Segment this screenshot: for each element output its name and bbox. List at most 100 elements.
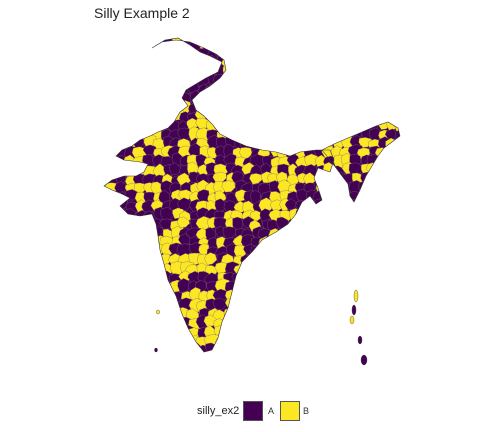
district-polygon — [295, 345, 309, 352]
district-polygon — [295, 108, 310, 120]
district-polygon — [135, 336, 148, 350]
district-polygons — [86, 38, 419, 368]
district-polygon — [386, 354, 400, 366]
district-polygon — [375, 57, 390, 70]
district-polygon — [104, 107, 105, 123]
district-polygon — [106, 118, 121, 133]
district-polygon — [204, 252, 218, 265]
district-polygon — [396, 102, 400, 115]
district-polygon — [131, 84, 146, 97]
district-polygon — [350, 75, 365, 89]
district-polygon — [126, 53, 138, 66]
district-polygon — [331, 83, 345, 96]
district-polygon — [87, 201, 98, 215]
district-polygon — [152, 63, 163, 78]
district-polygon — [395, 262, 400, 275]
district-polygon — [161, 345, 177, 352]
district-polygon — [402, 40, 414, 51]
district-polygon — [117, 261, 129, 278]
district-polygon — [297, 290, 309, 305]
district-polygon — [278, 326, 292, 342]
district-polygon — [277, 130, 293, 143]
district-polygon — [384, 162, 398, 178]
district-polygon — [329, 305, 344, 322]
district-polygon — [404, 163, 417, 177]
district-polygon — [358, 301, 372, 313]
district-polygon — [339, 99, 353, 116]
district-polygon — [159, 92, 170, 108]
district-polygon — [285, 108, 298, 125]
district-polygon — [226, 342, 240, 352]
district-polygon — [287, 130, 300, 145]
district-polygon — [142, 261, 155, 276]
district-polygon — [141, 246, 153, 263]
district-polygon — [142, 340, 156, 352]
district-polygon — [386, 84, 399, 100]
district-polygon — [257, 63, 275, 78]
district-polygon — [307, 38, 320, 53]
district-polygon — [232, 326, 246, 337]
district-polygon — [304, 99, 316, 113]
district-polygon — [135, 270, 149, 283]
district-polygon — [250, 324, 263, 340]
district-polygon — [251, 253, 262, 267]
district-polygon — [386, 152, 400, 168]
district-polygon — [402, 317, 416, 330]
district-polygon — [149, 327, 166, 341]
district-polygon — [339, 297, 352, 312]
district-polygon — [107, 56, 119, 72]
district-polygon — [405, 269, 418, 283]
district-polygon — [109, 343, 124, 352]
district-polygon — [321, 84, 337, 96]
district-polygon — [260, 129, 274, 145]
district-polygon — [117, 354, 128, 365]
district-polygon — [141, 226, 156, 241]
district-polygon — [405, 244, 419, 256]
district-polygon — [296, 253, 311, 267]
district-polygon — [304, 208, 318, 221]
island-2 — [349, 315, 355, 325]
district-polygon — [285, 83, 301, 97]
district-polygon — [235, 353, 248, 368]
district-polygon — [86, 146, 102, 161]
district-polygon — [125, 127, 138, 141]
district-polygon — [270, 71, 283, 88]
district-polygon — [221, 180, 236, 193]
district-polygon — [172, 73, 183, 87]
district-polygon — [124, 355, 136, 366]
district-polygon — [280, 38, 295, 52]
district-polygon — [144, 325, 160, 340]
district-polygon — [162, 81, 177, 95]
district-polygon — [307, 314, 320, 326]
district-polygon — [251, 335, 263, 349]
district-polygon — [311, 350, 327, 352]
district-polygon — [242, 56, 256, 72]
district-polygon — [241, 282, 253, 293]
island-6 — [156, 309, 160, 315]
district-polygon — [242, 351, 256, 352]
district-polygon — [296, 136, 311, 151]
district-polygon — [333, 238, 347, 251]
district-polygon — [231, 308, 244, 324]
district-polygon — [349, 119, 363, 133]
district-polygon — [276, 309, 290, 324]
district-polygon — [124, 271, 136, 287]
district-polygon — [357, 100, 369, 115]
island-0 — [353, 289, 359, 303]
district-polygon — [240, 272, 254, 288]
district-polygon — [243, 316, 255, 330]
district-polygon — [404, 198, 416, 211]
district-polygon — [330, 198, 344, 211]
district-polygon — [114, 38, 132, 53]
district-polygon — [142, 110, 155, 124]
district-polygon — [160, 74, 173, 87]
district-polygon — [143, 192, 155, 204]
district-polygon — [279, 64, 294, 78]
district-polygon — [340, 335, 352, 350]
district-polygon — [107, 110, 119, 124]
district-polygon — [108, 296, 121, 311]
district-polygon — [288, 253, 302, 267]
district-polygon — [249, 173, 263, 185]
district-polygon — [104, 66, 110, 79]
district-polygon — [233, 45, 246, 57]
